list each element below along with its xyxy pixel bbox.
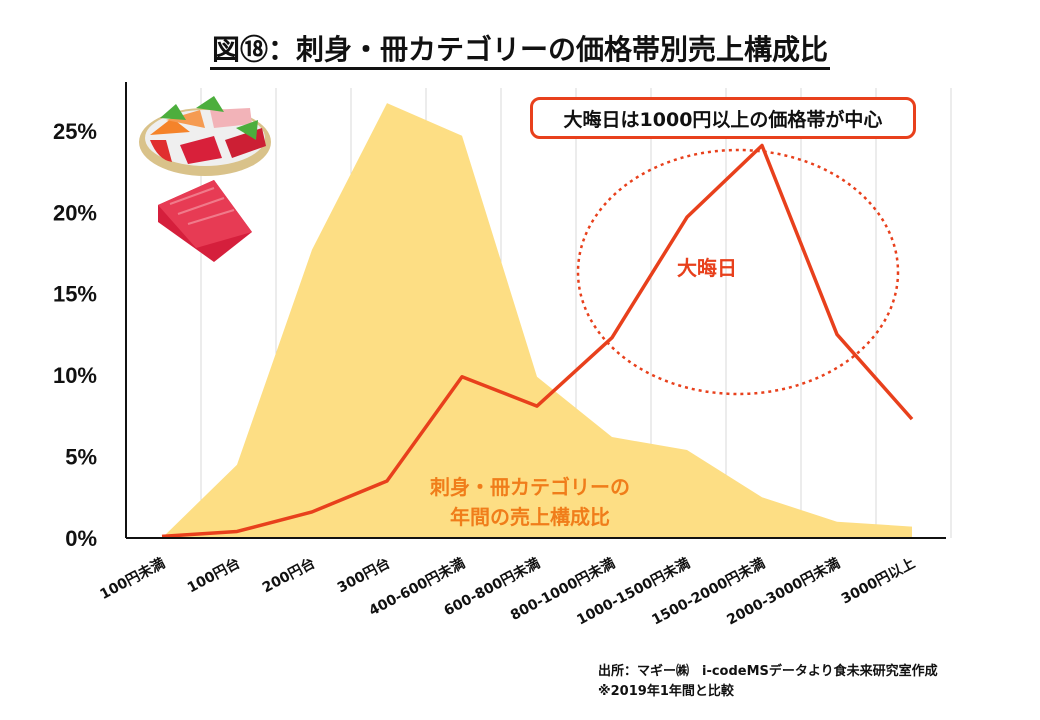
highlight-ellipse [576, 148, 900, 396]
annual-share-area [162, 103, 912, 539]
footnote-source: 出所：マギー㈱ i-codeMSデータより食未来研究室作成 [598, 664, 938, 679]
footnote-note: ※2019年1年間と比較 [598, 684, 734, 699]
y-tick-label: 25% [53, 119, 97, 144]
chart-title-text: 図⑱：刺身・冊カテゴリーの価格帯別売上構成比 [209, 33, 830, 70]
omisoka-line [161, 143, 914, 539]
callout-box: 大晦日は1000円以上の価格帯が中心 [530, 97, 916, 139]
y-tick-label: 0% [65, 526, 97, 551]
x-tick-label: 3000円以上 [839, 555, 918, 607]
annual-series-label: 刺身・冊カテゴリーの 年間の売上構成比 [400, 472, 660, 532]
y-tick-label: 5% [65, 445, 97, 470]
sashimi-illustration [139, 96, 271, 262]
y-tick-label: 10% [53, 363, 97, 388]
axes [125, 82, 946, 539]
x-tick-label: 200円台 [259, 555, 318, 597]
y-tick-label: 15% [53, 282, 97, 307]
y-tick-label: 20% [53, 200, 97, 225]
chart-title: 図⑱：刺身・冊カテゴリーの価格帯別売上構成比 [0, 28, 1040, 70]
x-tick-label: 100円未満 [97, 555, 168, 603]
annual-label-line1: 刺身・冊カテゴリーの [430, 475, 630, 499]
x-tick-label: 300円台 [334, 555, 393, 597]
y-tick-labels: 0% 5% 10% 15% 20% 25% [53, 119, 97, 551]
x-tick-label: 100円台 [184, 555, 243, 597]
x-tick-labels: 100円未満 100円台 200円台 300円台400-600円未満600-800円未… [97, 555, 918, 629]
annual-label-line2: 年間の売上構成比 [450, 505, 610, 529]
omisoka-series-label: 大晦日 [677, 256, 737, 280]
footnote: 出所：マギー㈱ i-codeMSデータより食未来研究室作成 ※2019年1年間と… [598, 662, 1028, 702]
